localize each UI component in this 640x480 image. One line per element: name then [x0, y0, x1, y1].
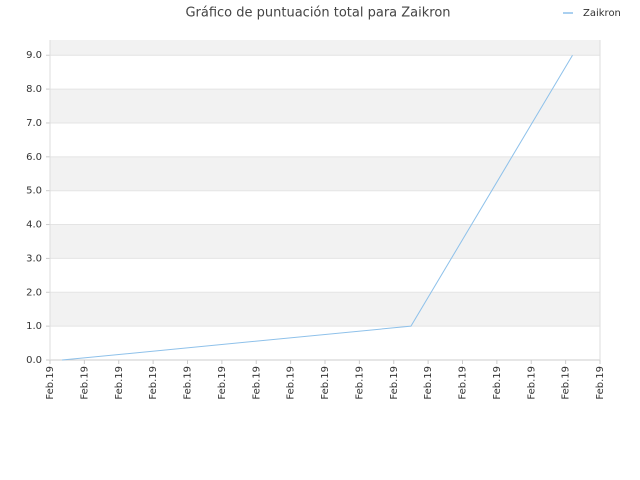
x-tick-label: Feb.19	[526, 366, 537, 400]
x-tick-label: Feb.19	[423, 366, 434, 400]
x-tick-label: Feb.19	[320, 366, 331, 400]
plot-band	[50, 326, 600, 360]
x-tick-label: Feb.19	[561, 366, 572, 400]
y-tick-label: 6.0	[26, 152, 42, 163]
x-tick-label: Feb.19	[389, 366, 400, 400]
y-tick-label: 4.0	[26, 220, 42, 231]
x-tick-label: Feb.19	[286, 366, 297, 400]
y-tick-label: 8.0	[26, 84, 42, 95]
plot-band	[50, 258, 600, 293]
plot-band	[50, 190, 600, 225]
x-tick-label: Feb.19	[595, 366, 606, 400]
x-tick-label: Feb.19	[148, 366, 159, 400]
legend-label: Zaikron	[583, 8, 621, 19]
x-tick-label: Feb.19	[79, 366, 90, 400]
y-tick-label: 7.0	[26, 118, 42, 129]
y-tick-label: 2.0	[26, 287, 42, 298]
x-tick-label: Feb.19	[251, 366, 262, 400]
series-line	[61, 54, 573, 361]
x-tick-label: Feb.19	[217, 366, 228, 400]
plot-band	[50, 55, 600, 90]
x-tick-label: Feb.19	[354, 366, 365, 400]
chart-title: Gráfico de puntuación total para Zaikron	[185, 6, 450, 21]
y-tick-label: 3.0	[26, 253, 42, 264]
plot-band	[50, 122, 600, 157]
x-tick-label: Feb.19	[458, 366, 469, 400]
x-tick-label: Feb.19	[492, 366, 503, 400]
x-tick-label: Feb.19	[114, 366, 125, 400]
x-tick-label: Feb.19	[183, 366, 194, 400]
x-tick-label: Feb.19	[45, 366, 56, 400]
y-tick-label: 9.0	[26, 50, 42, 61]
y-tick-label: 0.0	[26, 355, 42, 366]
y-tick-label: 1.0	[26, 321, 42, 332]
y-tick-label: 5.0	[26, 186, 42, 197]
